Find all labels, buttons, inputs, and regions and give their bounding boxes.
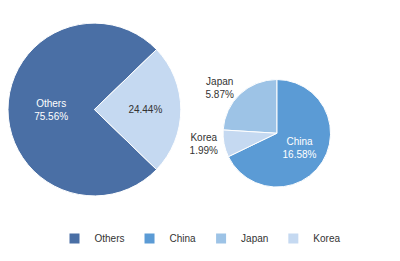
svg-text:Korea: Korea — [313, 233, 340, 244]
svg-text:Others75.56%: Others75.56% — [34, 98, 68, 122]
svg-text:Others: Others — [95, 233, 125, 244]
svg-text:Korea1.99%: Korea1.99% — [190, 132, 218, 156]
svg-text:China16.58%: China16.58% — [283, 136, 317, 160]
svg-text:Japan5.87%: Japan5.87% — [206, 76, 234, 100]
svg-text:Japan: Japan — [241, 233, 268, 244]
svg-text:24.44%: 24.44% — [128, 104, 162, 115]
svg-text:China: China — [170, 233, 197, 244]
